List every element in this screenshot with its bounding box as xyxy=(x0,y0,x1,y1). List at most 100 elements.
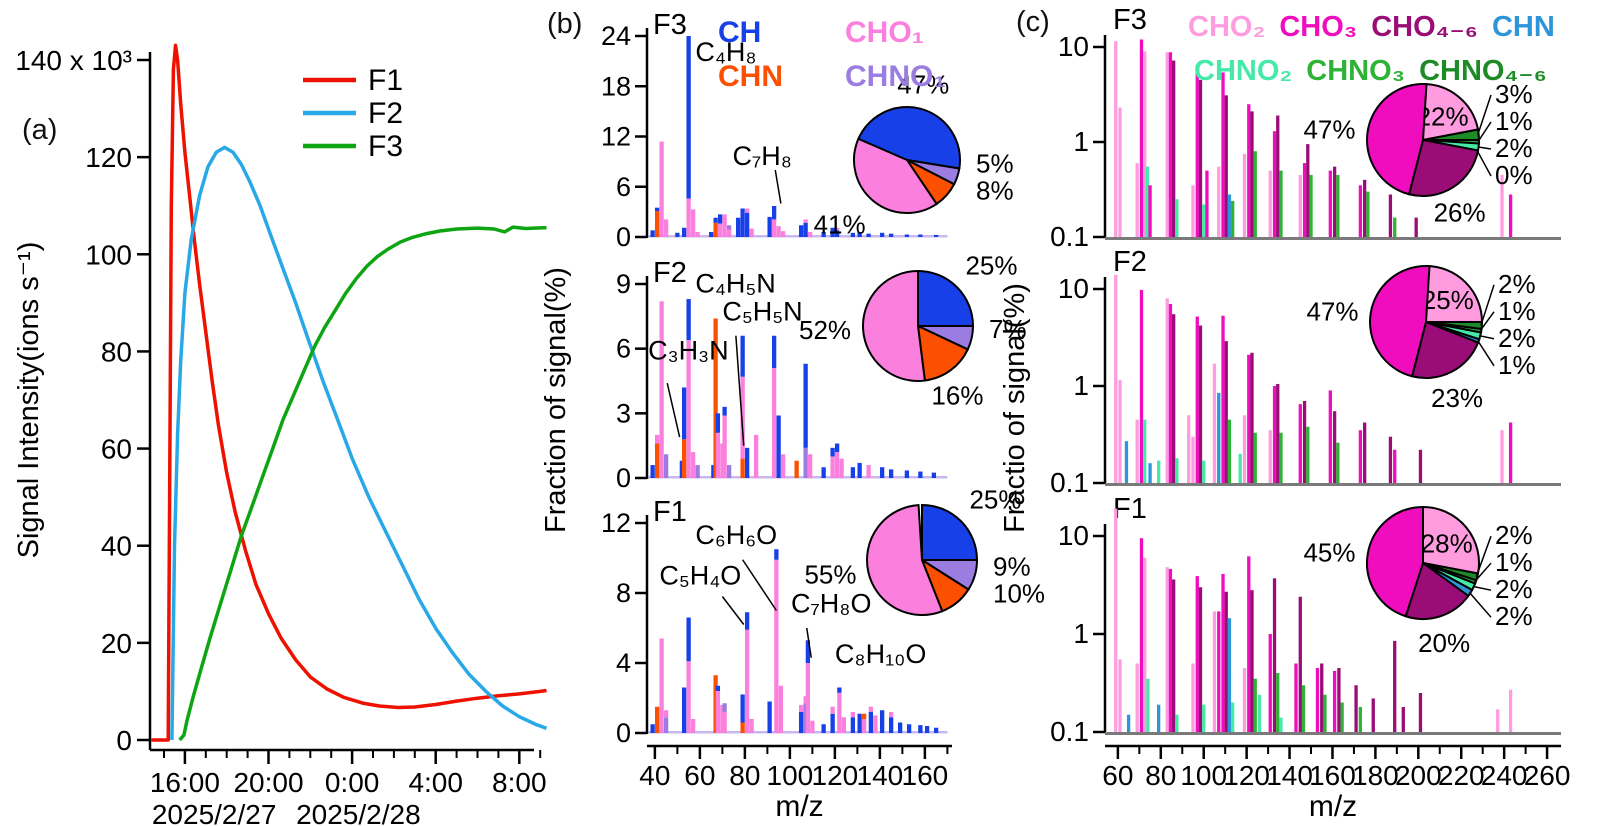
series-line-F1 xyxy=(151,43,547,742)
pie-label: 2% xyxy=(1495,133,1533,163)
bar-segment xyxy=(717,223,723,237)
pie-label: 9% xyxy=(993,551,1031,581)
panel-c-spectra: (c) 0.1 1 10 F3 22% 26% 47% 3% 1% 2% 0% 0.1 1 10 F2 25%… xyxy=(990,0,1614,826)
bar-segment xyxy=(654,207,660,212)
bar-segment xyxy=(717,214,723,224)
pie-F3: 22%26%47%3%1%2%0% xyxy=(1303,79,1532,228)
bar-segment xyxy=(1250,111,1254,237)
pie-label: 47% xyxy=(1306,296,1358,326)
pie-label: 47% xyxy=(897,69,949,99)
bar-segment xyxy=(1242,667,1247,732)
bar-segment xyxy=(1212,611,1217,732)
x-tick-label: 140 xyxy=(1266,760,1313,791)
bar-segment xyxy=(868,706,874,712)
bar-segment xyxy=(1139,289,1144,483)
bar-segment xyxy=(830,706,835,714)
bar-segment xyxy=(1298,174,1302,237)
y-tick-label: 0 xyxy=(616,718,631,748)
pie-leader-line xyxy=(1472,585,1492,591)
bar-segment xyxy=(1332,166,1337,237)
bar-segment xyxy=(1336,442,1340,483)
bar-segment xyxy=(722,406,727,416)
bar-segment xyxy=(1276,115,1280,237)
pie-F1: 25% 55% 9%10% xyxy=(804,485,1045,616)
y-tick-label: 18 xyxy=(601,71,631,101)
x-tick-label: 140 xyxy=(857,760,904,791)
bar-segment xyxy=(861,713,867,719)
bar-segment xyxy=(722,415,727,478)
bar-segment xyxy=(663,717,669,733)
annotation-leader-line xyxy=(721,596,745,625)
bar-segment xyxy=(1247,354,1251,483)
bar-segment xyxy=(1309,174,1313,237)
bar-segment xyxy=(1298,404,1302,483)
pie-label: 2% xyxy=(1498,323,1536,353)
pie-slice-CHO46 xyxy=(1404,561,1470,620)
pie-label: 2% xyxy=(1495,520,1533,550)
bar-segment xyxy=(807,454,813,478)
bar-segment xyxy=(1253,432,1257,483)
bar-segment xyxy=(868,712,874,733)
bar-segment xyxy=(1253,678,1257,732)
pie-slice-CHO3 xyxy=(1366,83,1428,196)
pie-F3: 47% 41% 5%8% xyxy=(814,69,1014,239)
bar-segment xyxy=(866,465,871,478)
bar-segment xyxy=(1165,52,1169,238)
bar-segment xyxy=(713,222,718,237)
bar-segment xyxy=(1393,449,1397,483)
bar-segment xyxy=(879,710,885,733)
bar-segment xyxy=(1358,430,1363,483)
bar-segment xyxy=(888,233,894,237)
bar-segment xyxy=(1172,314,1176,483)
pie-label: 55% xyxy=(804,560,856,590)
bar-segment xyxy=(740,208,745,237)
bar-segment xyxy=(1221,315,1225,483)
bar-segment xyxy=(771,368,777,478)
subplot-title: F2 xyxy=(1113,246,1147,278)
bar-segment xyxy=(744,212,750,237)
legend-label-CHN: CHN xyxy=(718,60,783,93)
y-axis-title: Signal Intensity(ions s⁻¹) xyxy=(13,242,45,559)
bar-segment xyxy=(740,335,745,377)
bar-segment xyxy=(850,467,856,478)
y-tick-label: 1 xyxy=(1073,370,1089,401)
bar-segment xyxy=(1401,706,1405,732)
bar-segment xyxy=(1358,706,1363,732)
y-tick-label: 60 xyxy=(101,434,132,465)
bar-segment xyxy=(1217,392,1221,483)
pie-label: 28% xyxy=(1421,528,1473,558)
bar-segment xyxy=(1195,316,1199,483)
bar-segment xyxy=(821,724,826,733)
bar-segment xyxy=(663,454,669,478)
y-tick-label: 8 xyxy=(616,578,631,608)
bar-segment xyxy=(1135,663,1139,732)
legend-label-F2: F2 xyxy=(368,97,403,130)
pie-label: 5% xyxy=(976,148,1014,178)
pie-label: 8% xyxy=(976,175,1014,205)
subplot-title: F1 xyxy=(653,496,687,528)
bar-segment xyxy=(837,687,842,693)
annotation-label: C₅H₄O xyxy=(659,560,741,590)
bar-segment xyxy=(726,225,732,230)
annotation-label: C₇H₈ xyxy=(733,141,792,171)
bar-segment xyxy=(1175,714,1179,732)
y-tick-label: 20 xyxy=(101,628,132,659)
y-tick-label: 10 xyxy=(1058,31,1089,62)
pie-F2: 25% 16% 52% 7% xyxy=(799,251,1027,411)
bar-segment xyxy=(722,703,727,712)
pie-label: 1% xyxy=(1495,106,1533,136)
bar-segment xyxy=(1302,163,1307,237)
pie-leader-line xyxy=(1475,535,1492,577)
bar-segment xyxy=(1191,185,1195,237)
bar-segment xyxy=(778,685,784,733)
bar-segment xyxy=(1306,426,1310,483)
annotation-label: C₆H₆O xyxy=(695,520,777,550)
bar-segment xyxy=(1231,702,1235,732)
pie-leader-line xyxy=(1479,334,1495,340)
bar-segment xyxy=(1294,663,1298,732)
pie-label: 25% xyxy=(1422,285,1474,315)
pie-label: 1% xyxy=(1498,350,1536,380)
bar-segment xyxy=(767,216,772,237)
bar-segment xyxy=(1268,430,1272,483)
